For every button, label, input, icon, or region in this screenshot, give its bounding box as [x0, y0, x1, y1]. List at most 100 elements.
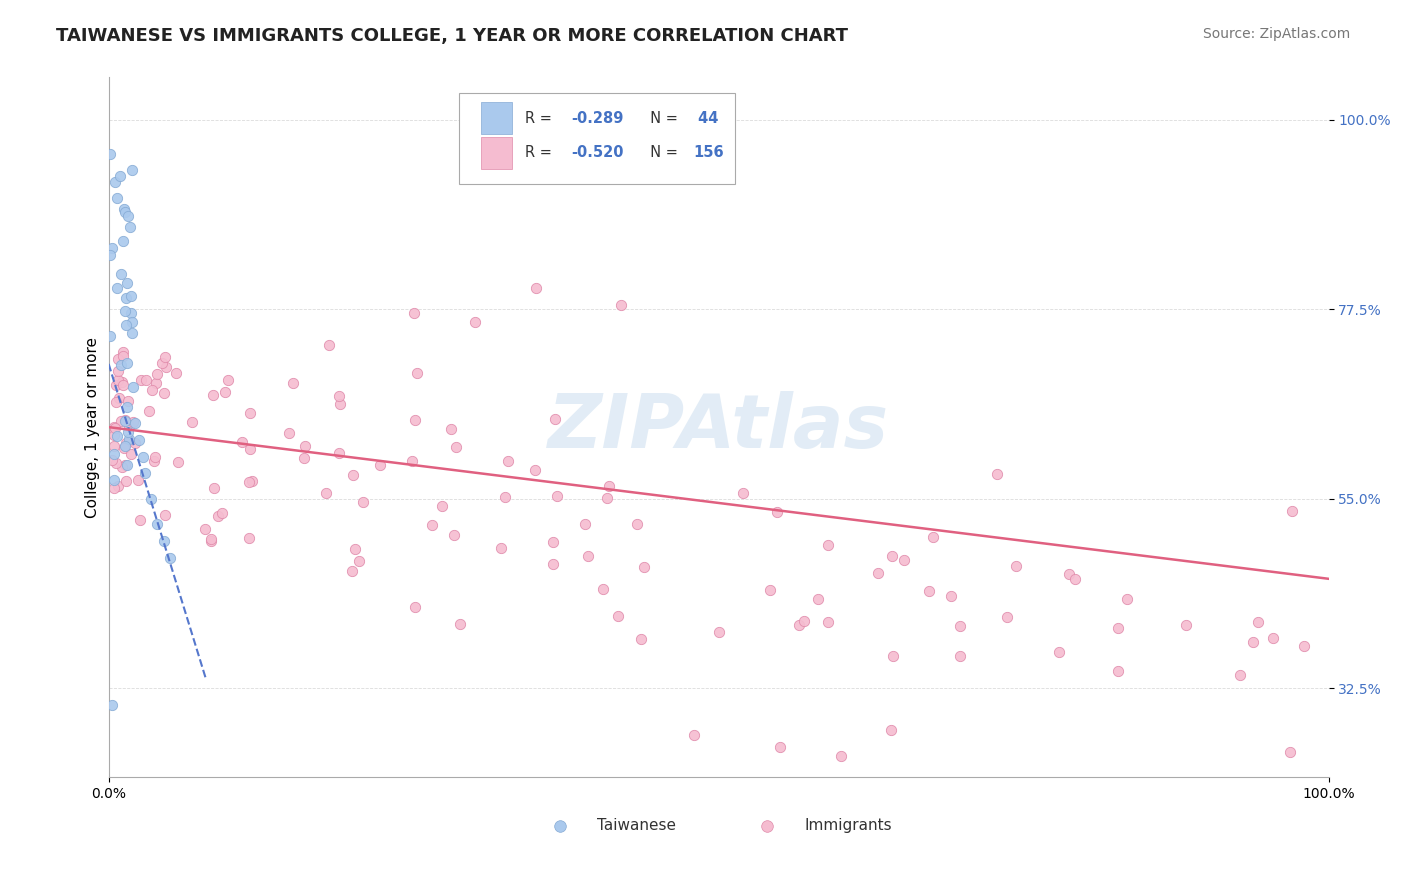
Point: [132, 450, 155, 464]
Point: [766, 506, 789, 520]
Point: [111, 350, 134, 364]
Point: [1241, 634, 1264, 648]
Point: [1261, 631, 1284, 645]
FancyBboxPatch shape: [458, 93, 734, 185]
Text: ZIPAtlas: ZIPAtlas: [548, 391, 889, 464]
Text: TAIWANESE VS IMMIGRANTS COLLEGE, 1 YEAR OR MORE CORRELATION CHART: TAIWANESE VS IMMIGRANTS COLLEGE, 1 YEAR …: [56, 27, 848, 45]
Point: [1064, 573, 1087, 587]
Point: [155, 508, 177, 523]
Point: [115, 400, 138, 414]
Point: [404, 599, 426, 614]
Point: [104, 378, 127, 392]
Point: [318, 338, 340, 352]
Y-axis label: College, 1 year or more: College, 1 year or more: [86, 336, 100, 517]
Text: -0.520: -0.520: [571, 145, 623, 161]
FancyBboxPatch shape: [481, 136, 512, 169]
Point: [440, 422, 463, 436]
Point: [200, 533, 222, 548]
Point: [107, 363, 129, 377]
Point: [922, 530, 945, 544]
Point: [328, 446, 350, 460]
Point: [292, 451, 315, 466]
Text: Immigrants: Immigrants: [804, 818, 891, 833]
Point: [1107, 621, 1129, 635]
Point: [449, 617, 471, 632]
Point: [145, 376, 167, 390]
Text: 44: 44: [693, 111, 718, 126]
Point: [103, 474, 125, 488]
Point: [111, 375, 134, 389]
Point: [150, 356, 173, 370]
Point: [430, 500, 453, 514]
FancyBboxPatch shape: [481, 102, 512, 134]
Point: [231, 434, 253, 449]
Point: [817, 538, 839, 552]
Point: [444, 440, 467, 454]
Point: [121, 326, 143, 340]
Point: [787, 618, 810, 632]
Point: [939, 589, 962, 603]
Point: [949, 648, 972, 663]
Point: [138, 404, 160, 418]
Point: [420, 518, 443, 533]
Point: [129, 373, 152, 387]
Point: [576, 549, 599, 563]
Point: [1278, 745, 1301, 759]
Point: [120, 305, 142, 319]
Point: [402, 306, 425, 320]
Point: [100, 248, 122, 262]
Point: [114, 303, 136, 318]
Point: [986, 467, 1008, 481]
Point: [347, 554, 370, 568]
Point: [368, 458, 391, 472]
Point: [294, 439, 316, 453]
Point: [134, 467, 156, 481]
Point: [1247, 615, 1270, 630]
Point: [121, 163, 143, 178]
Point: [115, 474, 138, 488]
Text: 156: 156: [693, 145, 724, 161]
Point: [105, 191, 128, 205]
Point: [115, 356, 138, 370]
Point: [152, 533, 174, 548]
Point: [709, 625, 731, 640]
Point: [683, 728, 706, 742]
Point: [114, 413, 136, 427]
Point: [104, 175, 127, 189]
Point: [108, 391, 131, 405]
Point: [342, 468, 364, 483]
Point: [117, 393, 139, 408]
Point: [491, 541, 513, 555]
Point: [544, 411, 567, 425]
Point: [1057, 566, 1080, 581]
Point: [633, 559, 655, 574]
Point: [344, 541, 367, 556]
Point: [103, 420, 125, 434]
Point: [404, 413, 426, 427]
Point: [122, 415, 145, 429]
Point: [546, 489, 568, 503]
Point: [496, 454, 519, 468]
Point: [127, 473, 149, 487]
Point: [146, 516, 169, 531]
Point: [893, 553, 915, 567]
Point: [315, 485, 337, 500]
Point: [202, 481, 225, 495]
Point: [202, 387, 225, 401]
Text: Source: ZipAtlas.com: Source: ZipAtlas.com: [1202, 27, 1350, 41]
Point: [117, 433, 139, 447]
Point: [115, 276, 138, 290]
Point: [114, 205, 136, 219]
Point: [107, 479, 129, 493]
Text: R =: R =: [524, 145, 557, 161]
Point: [105, 281, 128, 295]
Point: [108, 169, 131, 184]
Point: [117, 425, 139, 440]
Point: [949, 619, 972, 633]
Point: [630, 632, 652, 646]
Point: [1281, 504, 1303, 518]
Point: [112, 441, 135, 455]
Point: [239, 406, 262, 420]
Point: [328, 389, 350, 403]
Point: [167, 455, 190, 469]
